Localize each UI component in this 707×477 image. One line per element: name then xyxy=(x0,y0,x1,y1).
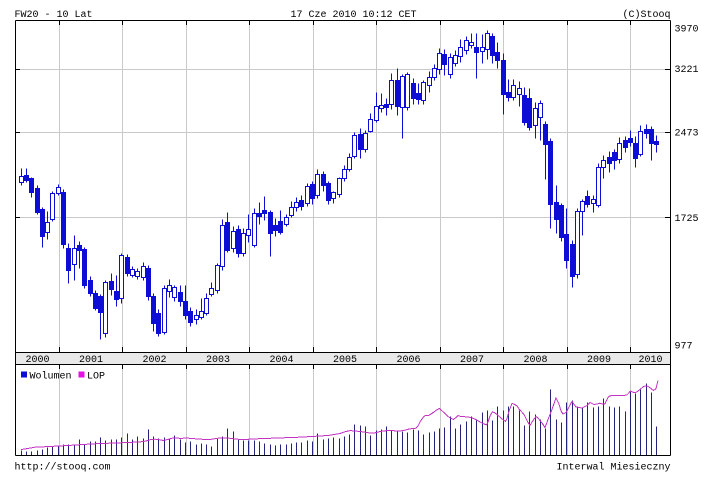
svg-text:2001: 2001 xyxy=(79,355,103,366)
svg-text:Wolumen: Wolumen xyxy=(30,370,72,382)
svg-text:Interwal Miesieczny: Interwal Miesieczny xyxy=(556,462,670,474)
svg-text:(C)Stooq: (C)Stooq xyxy=(622,9,670,21)
svg-text:2003: 2003 xyxy=(206,355,230,366)
svg-text:2002: 2002 xyxy=(142,355,166,366)
svg-text:LOP: LOP xyxy=(87,371,105,382)
svg-text:2008: 2008 xyxy=(523,355,547,366)
svg-text:http://stooq.com: http://stooq.com xyxy=(15,462,111,474)
svg-text:2004: 2004 xyxy=(269,355,293,366)
svg-text:17 Cze 2010 10:12 CET: 17 Cze 2010 10:12 CET xyxy=(290,10,416,21)
svg-text:FW20 - 10 Lat: FW20 - 10 Lat xyxy=(15,10,93,21)
svg-text:2009: 2009 xyxy=(587,355,611,366)
svg-text:3221: 3221 xyxy=(675,65,699,76)
svg-text:2010: 2010 xyxy=(638,355,662,366)
svg-text:2006: 2006 xyxy=(396,355,420,366)
svg-text:1725: 1725 xyxy=(675,214,699,225)
svg-text:2005: 2005 xyxy=(333,355,357,366)
svg-text:2000: 2000 xyxy=(25,355,49,366)
svg-text:977: 977 xyxy=(675,342,693,353)
svg-text:2473: 2473 xyxy=(675,129,699,140)
svg-text:2007: 2007 xyxy=(460,355,484,366)
svg-text:3970: 3970 xyxy=(675,25,699,36)
